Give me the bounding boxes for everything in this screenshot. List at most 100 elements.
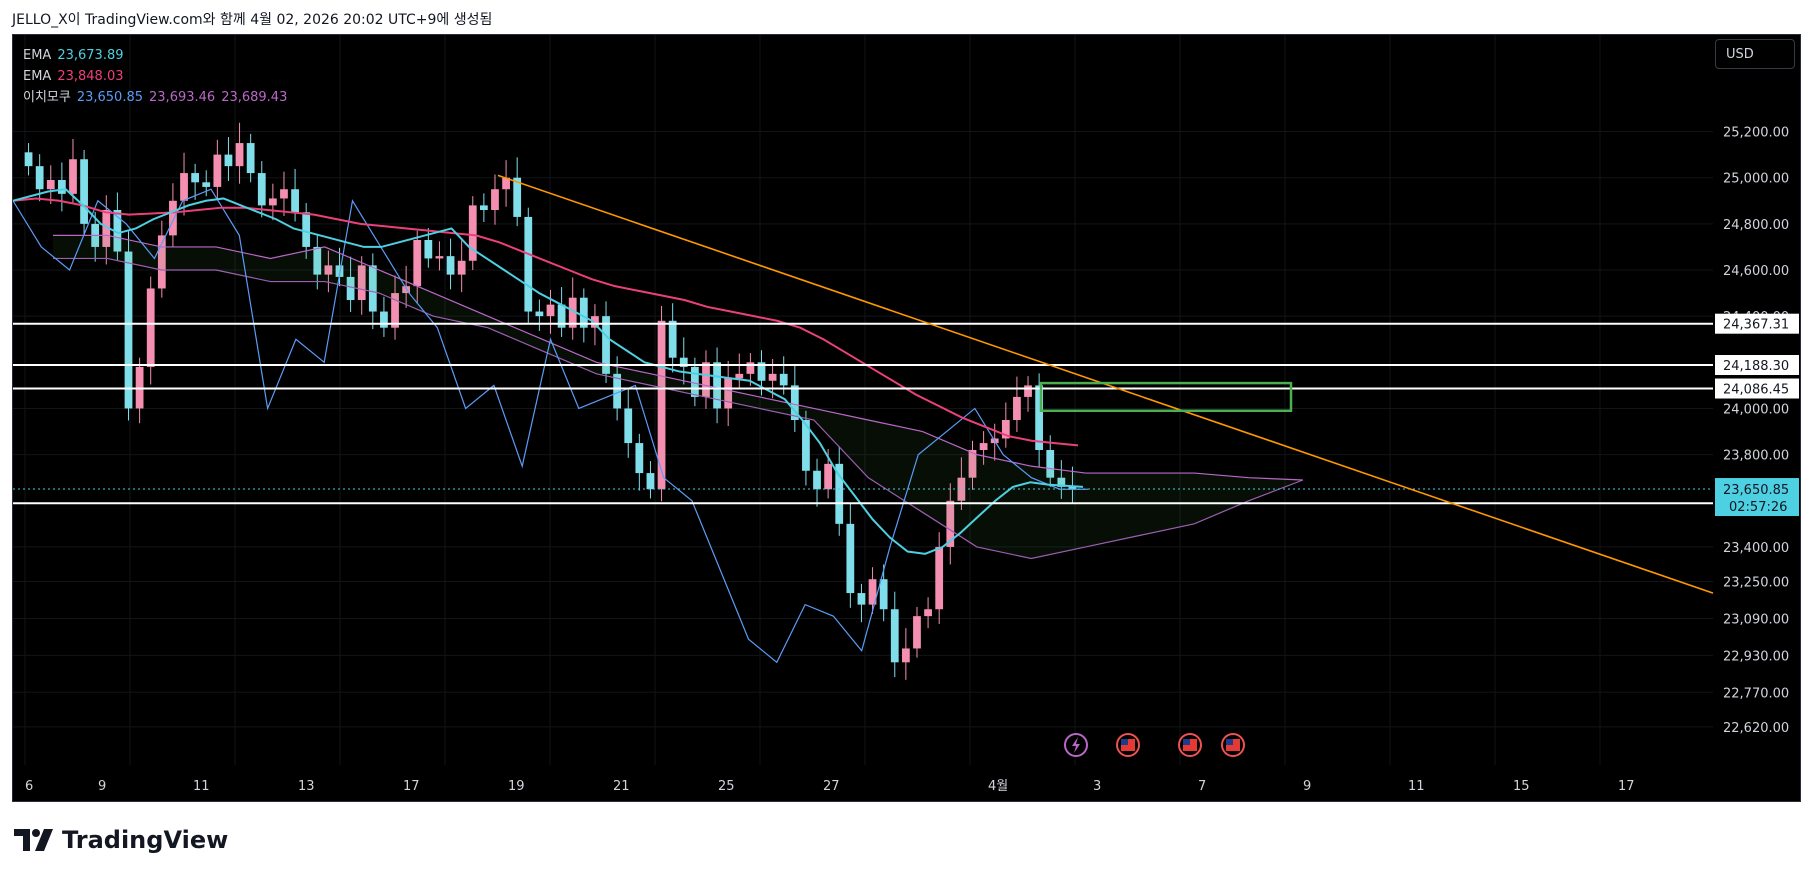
level-label-2: 24,086.45: [1723, 383, 1789, 398]
candle-body: [646, 473, 655, 490]
candle-body: [913, 616, 921, 649]
candle-body: [391, 293, 399, 328]
candle-body: [202, 182, 211, 187]
candle-body: [468, 205, 477, 261]
candle-body: [935, 546, 944, 610]
candle-body: [224, 154, 233, 167]
candle-body: [857, 593, 866, 605]
candle-body: [790, 385, 799, 420]
candle-body: [491, 189, 499, 210]
candle-body: [524, 216, 533, 312]
indicator-legend: EMA 23,673.89 EMA 23,848.03 이치모쿠 23,650.85 2…: [23, 45, 293, 108]
x-tick-label: 9: [98, 779, 106, 794]
y-tick-label: 24,800.00: [1723, 218, 1789, 233]
candle-body: [846, 523, 855, 594]
candle-body: [690, 366, 699, 397]
candle-body: [46, 180, 55, 190]
x-tick-label: 11: [193, 779, 210, 794]
candle-body: [346, 276, 355, 300]
candle-body: [724, 378, 733, 409]
candle-body: [435, 256, 444, 259]
candle-body: [957, 477, 966, 501]
candle-body: [191, 173, 200, 183]
candle-body: [180, 173, 188, 201]
legend-ichimoku-value-1: 23,650.85: [76, 90, 144, 105]
y-tick-label: 22,930.00: [1723, 649, 1789, 664]
candle-body: [813, 470, 821, 490]
candle-body: [313, 246, 322, 275]
y-tick-label: 23,090.00: [1723, 612, 1789, 627]
candle-body: [946, 500, 955, 547]
us-flag-icon[interactable]: [1178, 733, 1202, 757]
price-chart[interactable]: 25,200.0025,000.0024,800.0024,600.0024,4…: [13, 35, 1801, 802]
candle-body: [402, 286, 411, 294]
candle-body: [979, 443, 988, 450]
candle-body: [324, 265, 333, 275]
candle-body: [535, 311, 544, 317]
chart-frame[interactable]: 25,200.0025,000.0024,800.0024,600.0024,4…: [12, 34, 1801, 802]
candle-body: [602, 316, 610, 374]
us-flag-icon[interactable]: [1116, 733, 1140, 757]
legend-ichimoku-value-2: 23,693.46: [149, 90, 216, 105]
candle-body: [557, 304, 566, 328]
tradingview-logo: TradingView: [14, 826, 228, 854]
legend-ichimoku-label: 이치모쿠: [23, 90, 71, 105]
candle-body: [668, 320, 677, 358]
legend-ichimoku[interactable]: 이치모쿠 23,650.85 23,693.46 23,689.43: [23, 87, 293, 108]
candle-body: [124, 251, 133, 409]
candle-body: [1024, 385, 1032, 397]
last-price-bg: [1715, 478, 1799, 517]
candle-body: [380, 311, 388, 328]
x-tick-label: 21: [613, 779, 630, 794]
x-tick-label: 3: [1093, 779, 1101, 794]
candle-body: [502, 177, 510, 190]
x-tick-label: 17: [1618, 779, 1635, 794]
candle-body: [657, 320, 666, 490]
lightning-icon[interactable]: [1064, 733, 1088, 757]
y-tick-label: 23,400.00: [1723, 541, 1789, 556]
legend-ichimoku-value-3: 23,689.43: [221, 90, 288, 105]
senkou-span-b: [53, 257, 1304, 560]
legend-ema-slow-value: 23,848.03: [57, 69, 124, 84]
ema-fast-line: [13, 188, 1084, 555]
currency-selector[interactable]: USD: [1715, 39, 1795, 69]
candle-body: [35, 166, 44, 190]
senkou-span-a: [53, 234, 1304, 481]
x-tick-label: 11: [1408, 779, 1425, 794]
candle-body: [357, 265, 366, 300]
candle-body: [479, 205, 488, 210]
x-tick-label: 25: [718, 779, 735, 794]
candle-body: [924, 609, 932, 617]
candle-body: [879, 579, 888, 610]
y-tick-label: 23,250.00: [1723, 576, 1789, 591]
x-tick-label: 15: [1513, 779, 1530, 794]
x-tick-label: 19: [508, 779, 525, 794]
x-tick-label: 9: [1303, 779, 1311, 794]
candle-body: [457, 260, 466, 275]
candle-body: [968, 450, 977, 478]
candle-body: [835, 463, 844, 524]
legend-ema-slow-label: EMA: [23, 69, 52, 84]
y-tick-label: 24,600.00: [1723, 264, 1789, 279]
candle-body: [513, 177, 522, 217]
candle-body: [280, 189, 288, 199]
candle-body: [613, 373, 622, 409]
candle-body: [735, 373, 744, 379]
legend-ema-slow[interactable]: EMA 23,848.03: [23, 66, 293, 87]
candle-body: [868, 579, 877, 605]
candle-body: [113, 210, 122, 252]
legend-ema-fast[interactable]: EMA 23,673.89: [23, 45, 293, 66]
candle-body: [901, 648, 910, 663]
candle-body: [80, 159, 88, 224]
level-label-0: 24,367.31: [1723, 318, 1789, 333]
candle-body: [1013, 396, 1021, 420]
candle-body: [779, 373, 788, 386]
candle-body: [546, 304, 555, 317]
last-price-label: 23,650.85: [1723, 483, 1789, 498]
supply-zone: [1039, 381, 1293, 413]
candle-body: [890, 609, 899, 663]
us-flag-icon[interactable]: [1221, 733, 1245, 757]
candle-body: [702, 362, 710, 397]
candle-body: [1035, 385, 1044, 450]
candle-body: [591, 316, 599, 328]
